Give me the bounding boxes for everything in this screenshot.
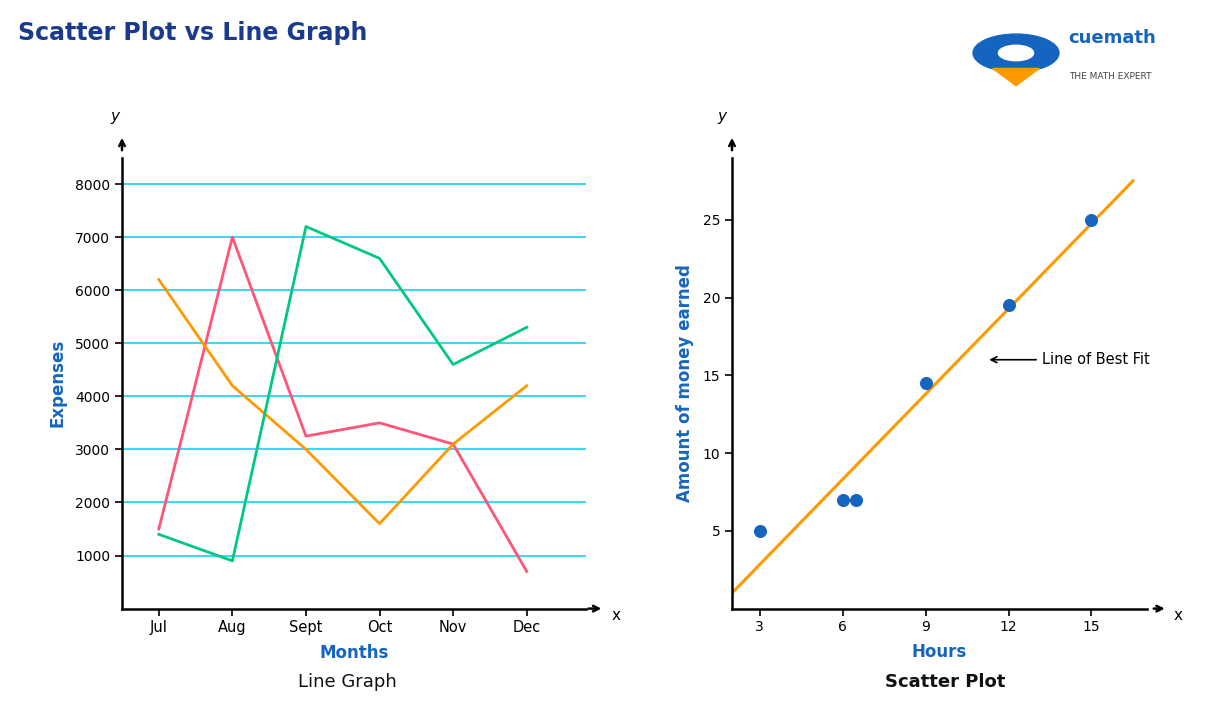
- Text: Scatter Plot: Scatter Plot: [886, 673, 1005, 692]
- Circle shape: [974, 34, 1059, 72]
- Text: y: y: [111, 109, 120, 124]
- Point: [833, 494, 853, 505]
- Point: [847, 494, 866, 505]
- Point: [999, 299, 1019, 311]
- Text: THE MATH EXPERT: THE MATH EXPERT: [1069, 72, 1152, 81]
- Text: x: x: [1174, 608, 1182, 623]
- Point: [750, 525, 770, 536]
- Circle shape: [998, 45, 1033, 61]
- Polygon shape: [993, 69, 1039, 86]
- Y-axis label: Expenses: Expenses: [49, 339, 67, 427]
- Point: [916, 377, 936, 389]
- Text: Scatter Plot vs Line Graph: Scatter Plot vs Line Graph: [18, 21, 367, 46]
- Point: [1082, 214, 1102, 226]
- Text: y: y: [717, 109, 726, 124]
- Text: Line Graph: Line Graph: [299, 673, 396, 692]
- Y-axis label: Amount of money earned: Amount of money earned: [676, 264, 694, 502]
- Text: cuemath: cuemath: [1069, 29, 1157, 47]
- X-axis label: Hours: Hours: [911, 643, 967, 661]
- Text: Line of Best Fit: Line of Best Fit: [991, 352, 1149, 367]
- Text: x: x: [611, 608, 620, 623]
- X-axis label: Months: Months: [320, 644, 388, 662]
